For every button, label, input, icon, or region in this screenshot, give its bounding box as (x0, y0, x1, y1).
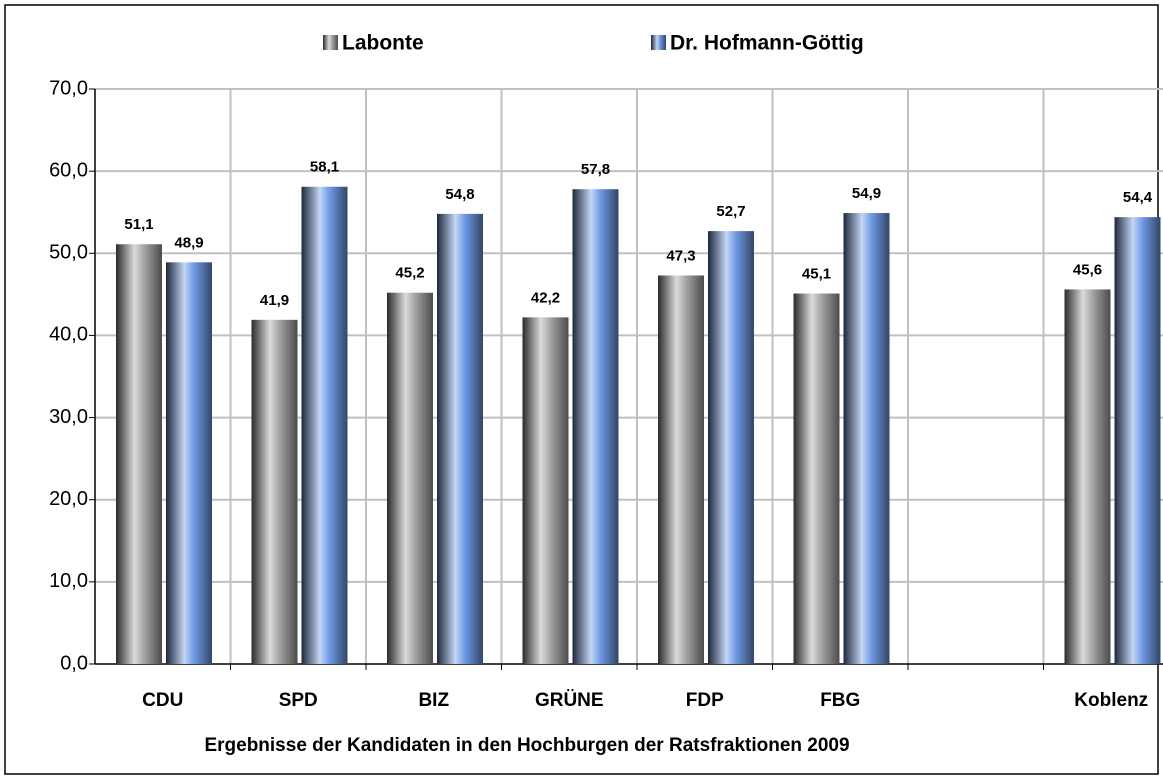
y-tick-label: 70,0 (49, 77, 88, 99)
x-tick-label: CDU (142, 690, 183, 711)
bar (1114, 217, 1161, 664)
bar (793, 293, 840, 664)
x-tick-label: SPD (279, 690, 318, 711)
data-label: 48,9 (174, 234, 203, 251)
data-label: 54,4 (1123, 189, 1153, 206)
y-tick-label: 20,0 (49, 488, 88, 510)
data-label: 52,7 (716, 203, 745, 220)
x-tick-label: FBG (820, 690, 860, 711)
bar (658, 275, 704, 664)
chart-title: Ergebnisse der Kandidaten in den Hochbur… (204, 735, 849, 756)
data-label: 45,1 (802, 266, 831, 283)
legend-label: Dr. Hofmann-Göttig (670, 32, 864, 55)
data-label: 45,6 (1073, 261, 1102, 278)
y-tick-label: 60,0 (49, 159, 88, 181)
x-tick-label: FDP (686, 690, 724, 711)
bar (387, 292, 433, 664)
legend-swatch (651, 35, 666, 50)
data-label: 41,9 (260, 292, 289, 309)
data-label: 57,8 (581, 161, 610, 178)
data-label: 45,2 (395, 265, 424, 282)
data-label: 58,1 (310, 159, 339, 176)
bar (251, 319, 298, 664)
bar (166, 262, 212, 664)
data-label: 54,9 (852, 185, 881, 202)
bar (708, 231, 754, 664)
data-label: 51,1 (124, 216, 153, 233)
data-label: 54,8 (445, 186, 474, 203)
y-tick-label: 50,0 (49, 242, 88, 264)
x-tick-label: BIZ (418, 690, 449, 711)
legend-swatch (323, 35, 338, 50)
bar (843, 213, 890, 665)
x-tick-label: Koblenz (1074, 690, 1148, 711)
y-tick-label: 0,0 (60, 652, 88, 674)
bar (522, 317, 569, 664)
bar (437, 213, 483, 664)
bar (1064, 289, 1111, 664)
x-tick-label: GRÜNE (535, 690, 604, 711)
data-label: 47,3 (666, 247, 695, 264)
y-tick-label: 30,0 (49, 406, 88, 428)
bar (572, 189, 619, 664)
bar (301, 186, 348, 664)
y-tick-label: 40,0 (49, 324, 88, 346)
legend-label: Labonte (342, 32, 424, 55)
y-tick-label: 10,0 (49, 570, 88, 592)
data-label: 42,2 (531, 289, 560, 306)
bar (116, 244, 162, 664)
